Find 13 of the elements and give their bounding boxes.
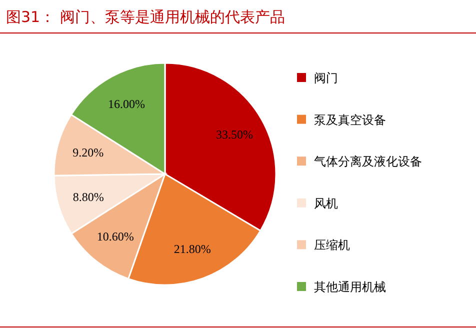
legend-label: 其他通用机械 xyxy=(314,280,386,294)
data-label: 9.20% xyxy=(72,145,104,160)
data-label: 33.50% xyxy=(216,127,253,142)
legend-label: 气体分离及液化设备 xyxy=(314,154,422,169)
legend-label: 压缩机 xyxy=(314,238,350,252)
data-label: 8.80% xyxy=(72,190,104,204)
legend-label: 阀门 xyxy=(314,71,338,85)
legend-label: 风机 xyxy=(314,196,338,210)
data-label: 16.00% xyxy=(108,96,145,111)
legend-label: 泵及真空设备 xyxy=(314,112,386,127)
chart-title: 图31： 阀门、泵等是通用机械的代表产品 xyxy=(6,8,285,26)
data-label: 21.80% xyxy=(174,242,211,256)
data-label: 10.60% xyxy=(96,230,134,244)
